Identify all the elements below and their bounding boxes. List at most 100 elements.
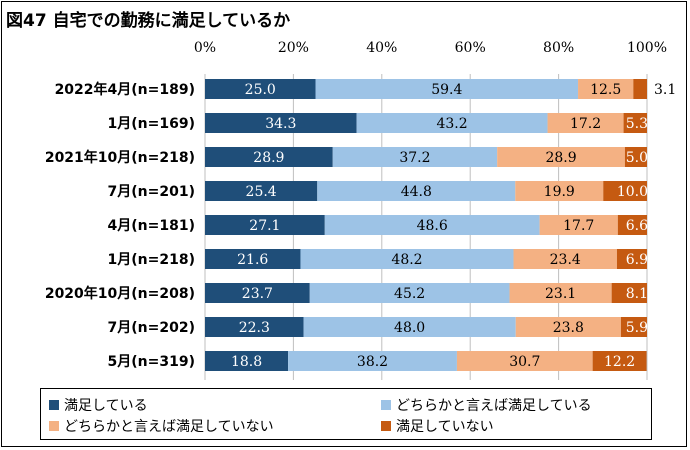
bar-segment xyxy=(288,351,457,371)
data-label: 12.2 xyxy=(604,354,635,370)
data-label: 23.4 xyxy=(550,252,581,268)
bar-segment xyxy=(309,283,510,303)
chart-title: 図47 自宅での勤務に満足しているか xyxy=(6,11,291,31)
data-label: 10.0 xyxy=(617,184,648,200)
data-label: 5.9 xyxy=(626,320,648,336)
data-label: 6.9 xyxy=(626,252,648,268)
data-label: 21.6 xyxy=(237,252,268,268)
x-axis-ticks: 0% 20% 40% 60% 80% 100% xyxy=(194,40,667,56)
bar-segment xyxy=(578,79,634,99)
bar-segment xyxy=(205,317,304,337)
data-label: 27.1 xyxy=(249,218,280,234)
legend-swatch xyxy=(49,421,59,431)
bar-segment xyxy=(616,249,647,269)
bar-segment xyxy=(624,147,647,167)
bar-segment xyxy=(620,317,647,337)
data-label: 45.2 xyxy=(394,286,425,302)
bar-segment xyxy=(356,113,548,133)
bar-segment xyxy=(592,351,647,371)
bars xyxy=(205,79,647,371)
legend-swatch xyxy=(381,400,391,410)
data-labels: 25.0 59.4 12.5 3.1 34.3 43.2 17.2 5.3 28.9 37.2 28… xyxy=(231,82,676,370)
bar-segment xyxy=(205,181,318,201)
x-tick-label: 0% xyxy=(194,40,216,56)
bar-segment xyxy=(303,317,516,337)
bar-segment xyxy=(205,283,310,303)
legend-item: どちらかと言えば満足していない xyxy=(49,416,274,436)
data-label: 5.3 xyxy=(626,116,648,132)
data-label: 6.6 xyxy=(626,218,648,234)
bar-segment xyxy=(515,317,621,337)
data-label: 23.7 xyxy=(242,286,273,302)
data-label: 25.0 xyxy=(245,82,276,98)
x-tick-label: 20% xyxy=(278,40,309,56)
legend-swatch xyxy=(381,421,391,431)
bar-segment xyxy=(633,79,647,99)
data-label: 18.8 xyxy=(231,354,262,370)
bar-segment xyxy=(205,215,325,235)
data-label: 17.7 xyxy=(563,218,594,234)
category-label: 4月(n=181) xyxy=(108,218,195,234)
bar-segment xyxy=(300,249,514,269)
data-label: 43.2 xyxy=(436,116,467,132)
category-labels: 2022年4月(n=189) 1月(n=169) 2021年10月(n=218) 7月… xyxy=(45,81,195,370)
data-label: 34.3 xyxy=(265,116,296,132)
data-label: 23.8 xyxy=(553,320,584,336)
legend-label: どちらかと言えば満足していない xyxy=(64,419,274,435)
bar-segment xyxy=(205,147,333,167)
category-label: 7月(n=201) xyxy=(108,184,195,200)
legend-label: 満足している xyxy=(64,398,148,414)
data-label: 19.9 xyxy=(544,184,575,200)
data-label: 37.2 xyxy=(399,150,430,166)
category-label: 5月(n=319) xyxy=(108,354,195,370)
bar-segment xyxy=(603,181,647,201)
bar-segment xyxy=(456,351,593,371)
bar-segment xyxy=(623,113,647,133)
legend-item: 満足している xyxy=(49,395,148,415)
bar-segment xyxy=(509,283,612,303)
data-label: 25.4 xyxy=(246,184,277,200)
bar-segment xyxy=(205,249,301,269)
bar-segment xyxy=(513,249,617,269)
bar-segment xyxy=(497,147,625,167)
legend-item: 満足していない xyxy=(381,416,494,436)
category-label: 2020年10月(n=208) xyxy=(45,285,195,302)
legend-item: どちらかと言えば満足している xyxy=(381,395,592,415)
data-label: 28.9 xyxy=(545,150,576,166)
bar-segment xyxy=(324,215,540,235)
data-label: 3.1 xyxy=(654,82,676,98)
bar-segment xyxy=(611,283,647,303)
data-label: 59.4 xyxy=(431,82,462,98)
legend-label: 満足していない xyxy=(396,419,494,435)
data-label: 30.7 xyxy=(509,354,540,370)
bar-segment xyxy=(547,113,624,133)
data-label: 44.8 xyxy=(401,184,432,200)
x-tick-label: 60% xyxy=(455,40,486,56)
category-label: 7月(n=202) xyxy=(108,320,195,336)
bar-segment xyxy=(515,181,604,201)
bar-segment xyxy=(205,113,357,133)
bar-segment xyxy=(539,215,618,235)
x-tick-label: 100% xyxy=(627,40,667,56)
data-label: 28.9 xyxy=(253,150,284,166)
legend-label: どちらかと言えば満足している xyxy=(396,398,592,414)
data-label: 48.6 xyxy=(417,218,448,234)
data-label: 8.1 xyxy=(626,286,648,302)
legend-swatch xyxy=(49,400,59,410)
data-label: 12.5 xyxy=(590,82,621,98)
bar-segment xyxy=(317,181,516,201)
bar-segment xyxy=(315,79,579,99)
category-label: 2021年10月(n=218) xyxy=(45,149,195,166)
data-label: 17.2 xyxy=(570,116,601,132)
x-tick-label: 40% xyxy=(366,40,397,56)
data-label: 22.3 xyxy=(239,320,270,336)
bar-segment xyxy=(617,215,647,235)
data-label: 48.2 xyxy=(391,252,422,268)
data-label: 5.0 xyxy=(626,150,648,166)
data-label: 23.1 xyxy=(545,286,576,302)
bar-segment xyxy=(205,79,316,99)
x-tick-label: 80% xyxy=(543,40,574,56)
legend: 満足している どちらかと言えば満足しているどちらかと言えば満足していない 満足してい… xyxy=(40,388,652,440)
category-label: 2022年4月(n=189) xyxy=(55,81,195,98)
